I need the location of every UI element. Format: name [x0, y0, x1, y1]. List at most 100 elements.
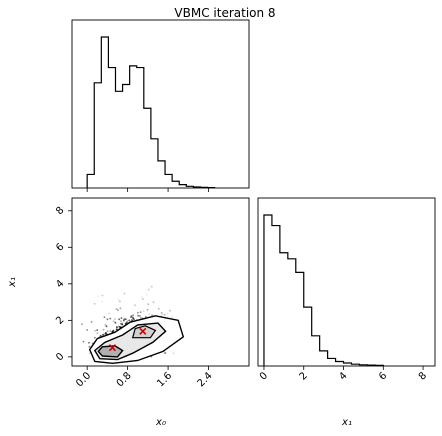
scatter-point	[122, 319, 125, 322]
scatter-point	[119, 307, 122, 310]
scatter-point	[119, 307, 122, 310]
scatter-point	[93, 302, 96, 305]
scatter-point	[146, 308, 149, 311]
x1-hist-tick-label: 8	[417, 370, 429, 382]
scatter-point	[130, 315, 133, 317]
scatter-point	[114, 321, 117, 324]
joint-frame	[71, 197, 250, 367]
scatter-point	[164, 352, 166, 354]
joint-x-tick-label: 2.4	[196, 370, 215, 389]
scatter-point	[123, 292, 126, 295]
scatter-point	[123, 318, 126, 320]
x-axis-label: x₀	[155, 417, 166, 428]
scatter-point	[117, 325, 120, 328]
scatter-point	[161, 313, 164, 316]
scatter-point	[106, 318, 109, 321]
scatter-point	[148, 313, 151, 315]
scatter-point	[172, 352, 175, 355]
mode-markers	[108, 327, 147, 352]
joint-x-tick-label: 1.6	[155, 370, 174, 389]
scatter-point	[120, 317, 123, 319]
scatter-point	[130, 315, 133, 317]
scatter-point	[166, 312, 169, 315]
scatter-point	[105, 332, 107, 334]
scatter-point	[123, 318, 126, 320]
scatter-point	[152, 301, 155, 304]
scatter-point	[94, 329, 97, 332]
scatter-point	[157, 307, 160, 310]
scatter-point	[130, 316, 132, 318]
scatter-point	[114, 321, 117, 324]
scatter-point	[120, 323, 123, 325]
scatter-point	[105, 333, 107, 335]
scatter-point	[132, 317, 135, 320]
scatter-point	[104, 323, 107, 326]
scatter-point	[140, 316, 142, 319]
scatter-point	[142, 310, 145, 312]
scatter-point	[137, 311, 139, 314]
scatter-point	[119, 300, 121, 303]
scatter-point	[151, 314, 154, 317]
scatter-point	[131, 319, 133, 321]
scatter-point	[122, 319, 125, 322]
scatter-point	[145, 293, 148, 296]
scatter-point	[121, 323, 124, 326]
scatter-point	[105, 325, 108, 328]
scatter-point	[103, 316, 106, 319]
scatter-point	[147, 303, 150, 306]
scatter-point	[119, 300, 121, 303]
scatter-point	[157, 307, 160, 310]
chart-title: VBMC iteration 8	[174, 6, 275, 20]
scatter-point	[93, 336, 96, 339]
scatter-point	[132, 314, 134, 317]
scatter-point	[142, 298, 144, 300]
scatter-point	[130, 316, 132, 318]
scatter-point	[119, 300, 121, 303]
scatter-point	[124, 318, 127, 321]
x1-hist-tick-label: 2	[298, 370, 310, 382]
scatter-point	[133, 318, 135, 321]
scatter-point	[137, 311, 139, 314]
scatter-point	[124, 318, 127, 321]
scatter-point	[116, 326, 118, 328]
scatter-point	[147, 288, 150, 291]
scatter-point	[151, 314, 154, 317]
scatter-point	[164, 352, 166, 354]
scatter-point	[106, 318, 109, 321]
scatter-point	[112, 329, 115, 332]
joint-y-tick-label: 6	[54, 242, 66, 254]
scatter-point	[93, 302, 96, 305]
scatter-point	[96, 329, 99, 331]
scatter-point	[115, 328, 118, 331]
scatter-point	[101, 294, 104, 297]
scatter-point	[125, 321, 128, 324]
scatter-point	[132, 314, 134, 317]
scatter-point	[123, 318, 126, 320]
scatter-point	[103, 316, 106, 319]
scatter-point	[146, 308, 149, 311]
scatter-point	[150, 285, 153, 288]
scatter-point	[141, 296, 144, 298]
scatter-point	[123, 292, 126, 295]
y-axis-label: x₁	[7, 277, 18, 288]
scatter-point	[101, 294, 104, 297]
scatter-point	[160, 312, 163, 314]
scatter-point	[114, 321, 117, 324]
scatter-point	[81, 323, 83, 326]
scatter-point	[88, 341, 90, 344]
joint-x-tick-label: 0.0	[74, 370, 93, 389]
scatter-point	[102, 334, 104, 336]
scatter-point	[90, 321, 93, 323]
scatter-point	[160, 312, 163, 314]
scatter-point	[128, 319, 131, 322]
scatter-point	[115, 308, 118, 310]
joint-x-tick-label: 0.8	[115, 370, 134, 389]
scatter-point	[88, 345, 91, 348]
scatter-point	[101, 294, 104, 297]
scatter-point	[118, 318, 121, 321]
scatter-point	[118, 326, 121, 328]
scatter-point	[145, 316, 147, 318]
scatter-point	[133, 318, 135, 321]
scatter-point	[130, 316, 132, 318]
scatter-point	[146, 308, 149, 311]
